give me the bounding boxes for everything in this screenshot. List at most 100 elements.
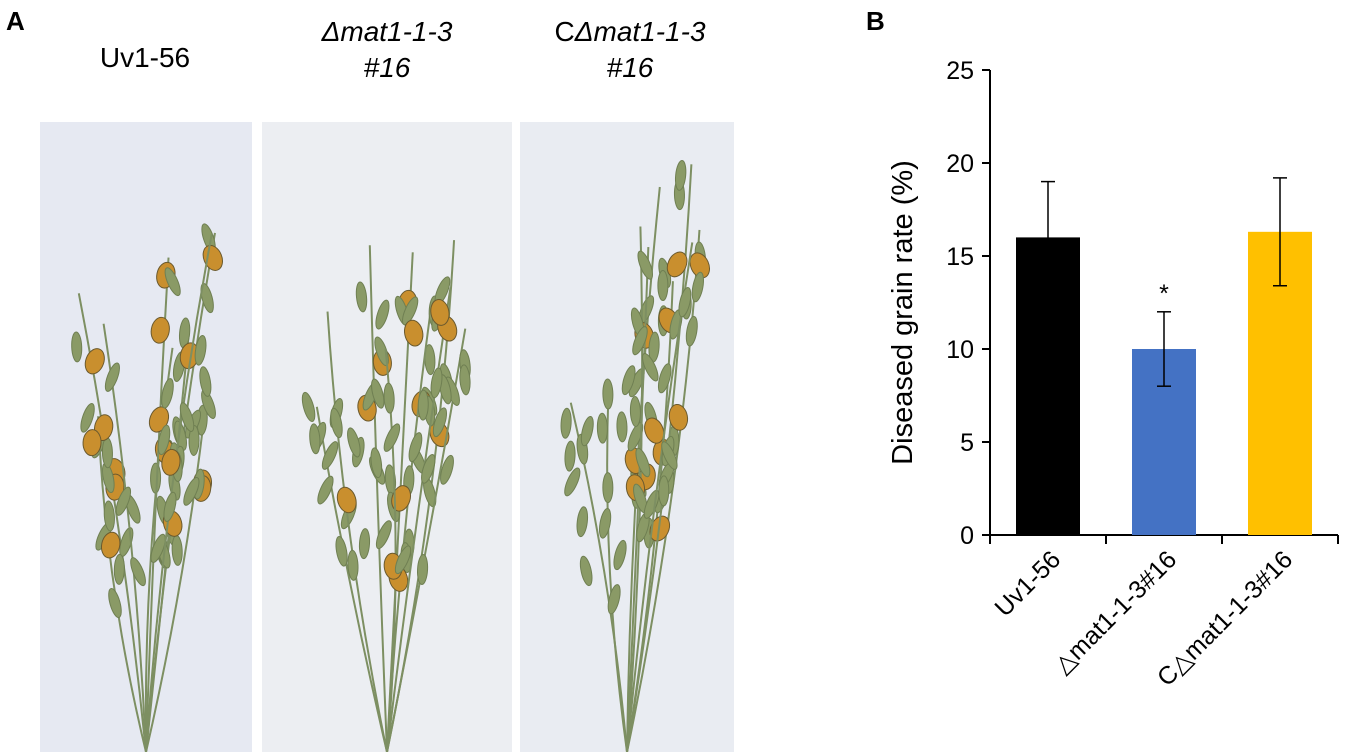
panicle-branch: [326, 311, 388, 752]
photo-title-line1: Δmat1-1-3: [321, 16, 453, 47]
panicle-branch: [386, 287, 452, 752]
photo-title-line2: #16: [606, 52, 654, 83]
grain: [101, 437, 113, 469]
grain: [629, 396, 641, 428]
grain: [616, 411, 628, 443]
grain: [355, 281, 368, 313]
diseased-grain: [668, 403, 689, 431]
grain: [130, 557, 146, 587]
grain: [80, 403, 95, 433]
grain: [179, 402, 195, 432]
grain: [321, 441, 339, 470]
grain: [674, 159, 687, 191]
y-tick-label: 5: [960, 429, 974, 457]
bar-chart: 0 5 10 15 20 25 Diseased grain rate (%) Uv1-56 *…: [887, 57, 1339, 692]
x-tick-label: Uv1-56: [989, 545, 1066, 622]
grain: [560, 407, 572, 439]
diseased-grain: [391, 485, 412, 512]
grain: [613, 539, 627, 571]
grain: [103, 500, 115, 532]
grain: [596, 412, 608, 444]
grain: [657, 270, 669, 302]
grain: [163, 491, 177, 522]
panel-a-label: A: [6, 6, 25, 36]
grain: [598, 508, 612, 539]
grain: [657, 363, 672, 394]
photo-title-complemented: CΔmat1-1-3 #16: [510, 14, 750, 86]
panicle-branch: [145, 393, 208, 752]
diseased-grain: [150, 316, 170, 344]
grain: [402, 296, 419, 326]
grain: [576, 506, 589, 538]
grain: [421, 454, 436, 484]
grain: [113, 553, 125, 585]
panicle-illustration: [71, 223, 223, 752]
grain: [635, 447, 651, 478]
grain: [430, 367, 443, 399]
grain: [330, 407, 343, 439]
grain: [150, 533, 166, 563]
diseased-grain: [430, 299, 450, 326]
diseased-grain: [689, 252, 711, 279]
panicle-illustration: [301, 240, 471, 752]
diseased-grain: [666, 251, 688, 278]
grain: [691, 271, 704, 303]
y-tick-label: 10: [946, 336, 974, 364]
grain: [161, 378, 174, 409]
grain: [71, 331, 83, 363]
grain: [580, 415, 594, 447]
panicle-branch: [97, 416, 147, 752]
panicle-photo-wild-type: [40, 122, 252, 752]
grain: [621, 365, 636, 396]
grain: [432, 407, 448, 438]
grain: [317, 475, 334, 505]
photo-title-line1: Uv1-56: [99, 42, 191, 73]
grain: [347, 427, 361, 458]
panicle-photo-complemented: [520, 122, 734, 752]
photo-title-wild-type: Uv1-56: [40, 40, 250, 76]
grain: [375, 520, 392, 550]
grain: [157, 424, 171, 456]
x-tick-label: △mat1-1-3#16: [1049, 545, 1183, 679]
grain: [602, 472, 614, 504]
panicle-photo-mutant: [262, 122, 512, 752]
grain: [183, 477, 200, 506]
grain: [408, 432, 423, 463]
grain: [564, 467, 581, 497]
grain: [115, 486, 132, 516]
grain: [347, 549, 359, 581]
grain: [641, 352, 659, 382]
diseased-grain: [404, 319, 424, 347]
grain: [417, 554, 429, 585]
panicle-branch: [606, 389, 628, 752]
diseased-grain: [336, 486, 357, 514]
grain: [440, 454, 454, 485]
y-tick-label: 15: [946, 243, 974, 271]
grain: [607, 584, 621, 615]
grain: [602, 378, 614, 410]
grain: [637, 250, 653, 280]
grain: [394, 545, 412, 575]
photo-title-strain: Δmat1-1-3: [574, 16, 706, 47]
grain: [370, 447, 383, 479]
grain: [171, 534, 183, 566]
diseased-grain: [100, 531, 121, 559]
grain: [358, 528, 371, 560]
grain: [661, 441, 678, 470]
diseased-grain: [202, 244, 223, 271]
grain: [459, 364, 471, 396]
panicle-branch: [145, 332, 190, 752]
y-axis-title: Diseased grain rate (%): [887, 160, 919, 465]
grain: [564, 440, 576, 472]
grain: [164, 267, 181, 297]
grain: [108, 587, 122, 619]
diseased-grain: [644, 417, 665, 444]
grain: [375, 299, 390, 330]
y-tick-label: 20: [946, 150, 974, 178]
grain: [194, 334, 207, 366]
panel-b-label: B: [866, 6, 885, 36]
grain: [188, 424, 200, 456]
photo-title-prefix: C: [554, 16, 575, 47]
diseased-grain: [84, 348, 105, 375]
grain: [335, 536, 348, 567]
